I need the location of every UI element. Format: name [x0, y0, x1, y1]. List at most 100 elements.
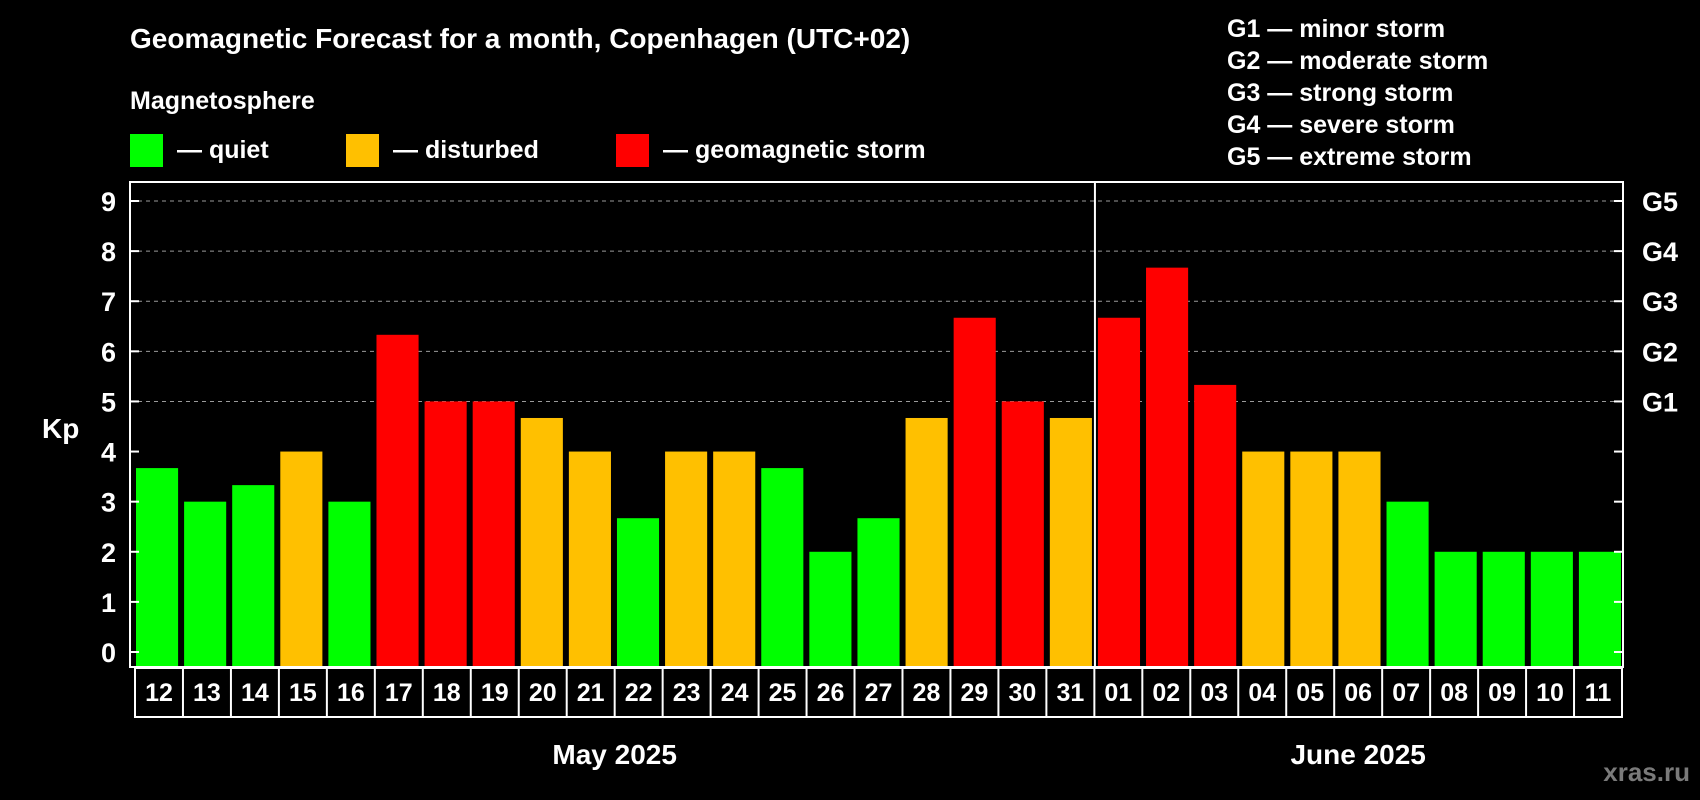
day-label-08: 08	[1440, 679, 1468, 707]
bar-19	[472, 401, 515, 666]
day-label-25: 25	[769, 679, 797, 707]
day-label-13: 13	[193, 679, 221, 707]
day-label-18: 18	[433, 679, 461, 707]
bar-26	[809, 551, 852, 666]
bar-21	[568, 451, 611, 666]
y-tick-label: 1	[101, 588, 116, 618]
day-label-06: 06	[1344, 679, 1372, 707]
day-label-16: 16	[337, 679, 365, 707]
bars	[136, 267, 1621, 666]
day-label-31: 31	[1056, 679, 1084, 707]
bar-20	[520, 417, 563, 666]
bar-24	[713, 451, 756, 666]
day-label-09: 09	[1488, 679, 1516, 707]
month-label-1: June 2025	[1290, 739, 1425, 770]
storm-scale-item-0: G1 — minor storm	[1227, 15, 1445, 43]
bar-14	[232, 485, 275, 666]
y-tick-label: 3	[101, 488, 116, 518]
legend-swatch-0	[130, 134, 163, 167]
day-label-04: 04	[1248, 679, 1276, 707]
y-tick-label: 5	[101, 387, 116, 417]
y-tick-label: 0	[101, 638, 116, 668]
bar-28	[905, 417, 948, 666]
bar-15	[280, 451, 323, 666]
bar-12	[136, 468, 179, 666]
legend-heading: Magnetosphere	[130, 87, 315, 115]
grid	[130, 200, 1623, 402]
day-label-12: 12	[145, 679, 173, 707]
bar-09	[1482, 551, 1525, 666]
day-label-24: 24	[721, 679, 749, 707]
day-label-27: 27	[865, 679, 893, 707]
day-label-17: 17	[385, 679, 413, 707]
watermark: xras.ru	[1603, 757, 1690, 787]
day-label-14: 14	[241, 679, 269, 707]
day-label-26: 26	[817, 679, 845, 707]
bar-02	[1146, 267, 1189, 666]
bar-05	[1290, 451, 1333, 666]
month-labels: May 2025 June 2025	[552, 739, 1425, 770]
storm-scale-item-1: G2 — moderate storm	[1227, 47, 1488, 75]
bar-07	[1386, 501, 1429, 666]
bar-31	[1049, 417, 1092, 666]
legend-label-0: — quiet	[177, 136, 269, 164]
bar-06	[1338, 451, 1381, 666]
bar-01	[1097, 317, 1141, 666]
bar-22	[616, 518, 660, 666]
day-row-frame	[134, 667, 1623, 718]
bar-11	[1578, 551, 1621, 666]
day-label-28: 28	[913, 679, 941, 707]
day-label-19: 19	[481, 679, 509, 707]
month-label-0: May 2025	[552, 739, 677, 770]
y-tick-label: 9	[101, 187, 116, 217]
day-label-21: 21	[577, 679, 605, 707]
day-label-10: 10	[1536, 679, 1564, 707]
bar-04	[1242, 451, 1285, 666]
bar-27	[857, 518, 900, 666]
bar-10	[1530, 551, 1573, 666]
bar-30	[1001, 401, 1044, 666]
day-label-11: 11	[1585, 679, 1612, 707]
day-label-29: 29	[961, 679, 989, 707]
legend: — quiet — disturbed — geomagnetic storm	[130, 134, 926, 167]
day-label-30: 30	[1008, 679, 1036, 707]
bar-17	[376, 334, 419, 666]
right-tick-label: G5	[1642, 187, 1678, 217]
day-label-15: 15	[289, 679, 317, 707]
bar-23	[665, 451, 708, 666]
bar-29	[953, 317, 996, 666]
day-label-22: 22	[625, 679, 653, 707]
legend-label-2: — geomagnetic storm	[663, 136, 926, 164]
storm-scale-legend: G1 — minor storm G2 — moderate storm G3 — …	[1227, 15, 1488, 171]
y-tick-label: 4	[101, 438, 116, 468]
right-tick-label: G3	[1642, 287, 1678, 317]
y-tick-label: 7	[101, 287, 116, 317]
y-tick-label: 6	[101, 337, 116, 367]
storm-scale-item-3: G4 — severe storm	[1227, 111, 1455, 139]
day-label-20: 20	[529, 679, 557, 707]
y-tick-label: 2	[101, 538, 116, 568]
right-tick-label: G2	[1642, 337, 1678, 367]
bar-16	[328, 501, 371, 666]
legend-swatch-1	[346, 134, 379, 167]
legend-swatch-2	[616, 134, 649, 167]
bar-18	[424, 401, 467, 666]
bar-08	[1434, 551, 1477, 666]
y-axis-label: Kp	[42, 413, 79, 444]
day-label-05: 05	[1296, 679, 1324, 707]
right-tick-label: G4	[1642, 237, 1678, 267]
storm-scale-item-2: G3 — strong storm	[1227, 79, 1453, 107]
legend-label-1: — disturbed	[393, 136, 539, 164]
bar-25	[761, 468, 804, 666]
storm-scale-item-4: G5 — extreme storm	[1227, 143, 1472, 171]
bar-03	[1194, 384, 1237, 666]
right-tick-label: G1	[1642, 387, 1678, 417]
day-label-07: 07	[1392, 679, 1420, 707]
day-labels: 12 13 14 15 16 17 18 19 20 21 22 23 24 25 26 27 28 29 30 31…	[134, 667, 1623, 718]
y-tick-label: 8	[101, 237, 116, 267]
day-label-03: 03	[1200, 679, 1228, 707]
day-label-23: 23	[673, 679, 701, 707]
bar-13	[184, 501, 227, 666]
day-label-01: 01	[1104, 679, 1132, 707]
